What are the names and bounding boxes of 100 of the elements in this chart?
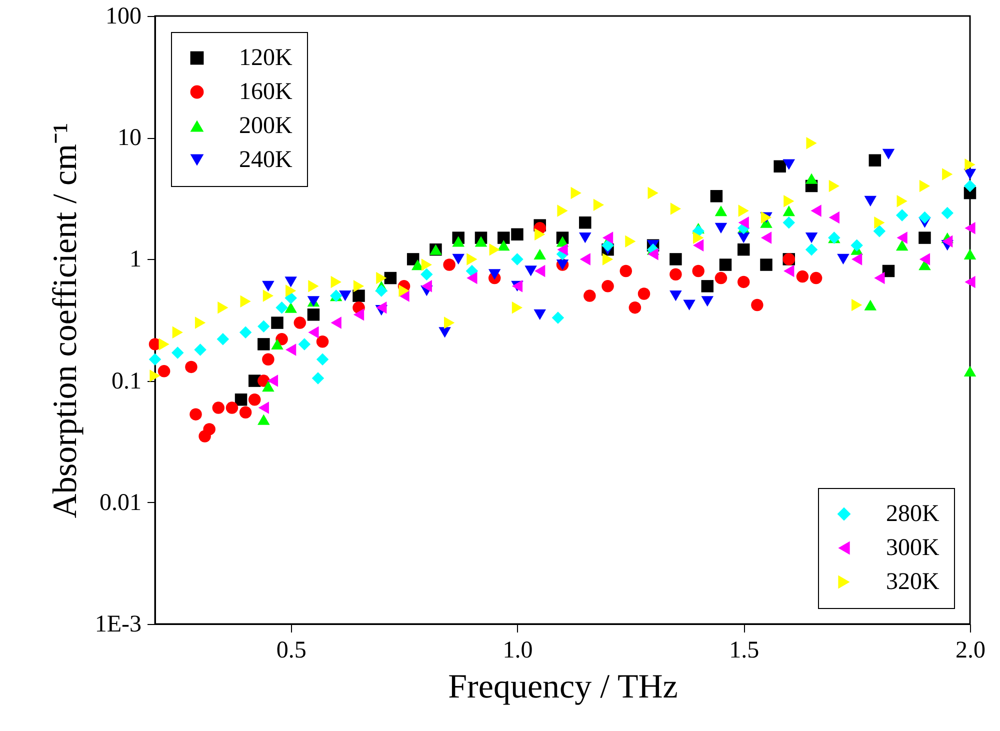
point bbox=[602, 239, 614, 252]
point bbox=[248, 394, 261, 406]
point bbox=[873, 225, 886, 238]
point bbox=[172, 326, 183, 339]
point bbox=[271, 316, 284, 329]
point bbox=[258, 402, 269, 414]
point bbox=[625, 235, 636, 248]
point bbox=[316, 353, 329, 366]
point bbox=[511, 253, 524, 266]
point bbox=[579, 216, 592, 229]
point bbox=[258, 414, 270, 425]
point bbox=[312, 372, 324, 384]
point bbox=[512, 301, 523, 314]
point bbox=[420, 268, 433, 281]
point bbox=[443, 258, 456, 271]
point bbox=[918, 211, 931, 224]
point bbox=[534, 309, 546, 320]
point bbox=[751, 298, 764, 312]
point bbox=[286, 284, 296, 297]
point bbox=[852, 253, 862, 266]
point bbox=[964, 222, 976, 234]
point bbox=[444, 316, 455, 329]
point bbox=[557, 204, 568, 217]
legend-label: 300K bbox=[886, 535, 940, 561]
point bbox=[737, 232, 750, 244]
point bbox=[782, 206, 796, 216]
point bbox=[683, 300, 696, 310]
point bbox=[239, 326, 252, 339]
point bbox=[810, 272, 822, 284]
point bbox=[760, 258, 772, 271]
point bbox=[782, 216, 796, 229]
point bbox=[580, 253, 590, 266]
point bbox=[805, 232, 818, 244]
point bbox=[810, 204, 822, 217]
point bbox=[262, 353, 274, 366]
point bbox=[267, 374, 278, 387]
point bbox=[701, 296, 714, 307]
point bbox=[602, 280, 614, 292]
point bbox=[498, 232, 510, 244]
point bbox=[828, 180, 840, 192]
point bbox=[805, 243, 818, 256]
point bbox=[837, 254, 850, 265]
point bbox=[172, 346, 184, 359]
point bbox=[570, 186, 582, 200]
y-tick-label: 100 bbox=[106, 4, 142, 30]
point bbox=[452, 254, 464, 265]
y-tick-label: 1 bbox=[130, 246, 142, 273]
point bbox=[376, 272, 387, 284]
point bbox=[964, 366, 976, 376]
point bbox=[670, 253, 682, 266]
y-tick-label: 0.1 bbox=[112, 368, 142, 394]
point bbox=[158, 338, 170, 350]
point bbox=[638, 288, 650, 300]
point bbox=[852, 298, 862, 312]
point bbox=[316, 336, 329, 348]
point bbox=[882, 148, 895, 160]
point bbox=[896, 232, 908, 244]
x-tick-label: 2.0 bbox=[956, 638, 986, 664]
point bbox=[185, 360, 198, 374]
point bbox=[276, 301, 288, 314]
point bbox=[719, 258, 732, 271]
point bbox=[941, 206, 954, 220]
y-axis-title: Absorption coefficient / cm⁻¹ bbox=[46, 122, 84, 518]
point bbox=[670, 202, 681, 215]
point bbox=[918, 232, 931, 244]
point bbox=[148, 353, 162, 366]
point bbox=[474, 236, 488, 247]
point bbox=[466, 272, 478, 284]
point bbox=[258, 338, 270, 350]
point bbox=[850, 239, 863, 252]
point bbox=[806, 137, 817, 150]
point bbox=[964, 276, 976, 288]
point bbox=[308, 280, 319, 292]
point bbox=[874, 272, 885, 284]
point bbox=[737, 243, 750, 256]
point bbox=[868, 154, 882, 166]
point bbox=[620, 264, 632, 278]
point bbox=[352, 290, 365, 302]
legend-label: 120K bbox=[239, 45, 293, 71]
point bbox=[452, 236, 464, 247]
point bbox=[896, 195, 908, 208]
legend-label: 160K bbox=[239, 79, 293, 105]
point bbox=[194, 316, 206, 329]
point bbox=[339, 290, 352, 302]
point bbox=[240, 295, 251, 308]
point bbox=[353, 308, 364, 321]
point bbox=[226, 402, 238, 414]
point bbox=[150, 370, 160, 382]
point bbox=[670, 268, 682, 281]
point bbox=[421, 280, 432, 292]
point bbox=[602, 253, 614, 266]
point bbox=[593, 198, 604, 211]
point bbox=[760, 232, 772, 244]
x-tick-label: 0.5 bbox=[276, 638, 306, 664]
point bbox=[534, 264, 546, 278]
point bbox=[284, 302, 297, 313]
point bbox=[864, 196, 877, 206]
point bbox=[774, 160, 786, 172]
point bbox=[964, 158, 976, 171]
legend-label: 240K bbox=[239, 147, 293, 173]
